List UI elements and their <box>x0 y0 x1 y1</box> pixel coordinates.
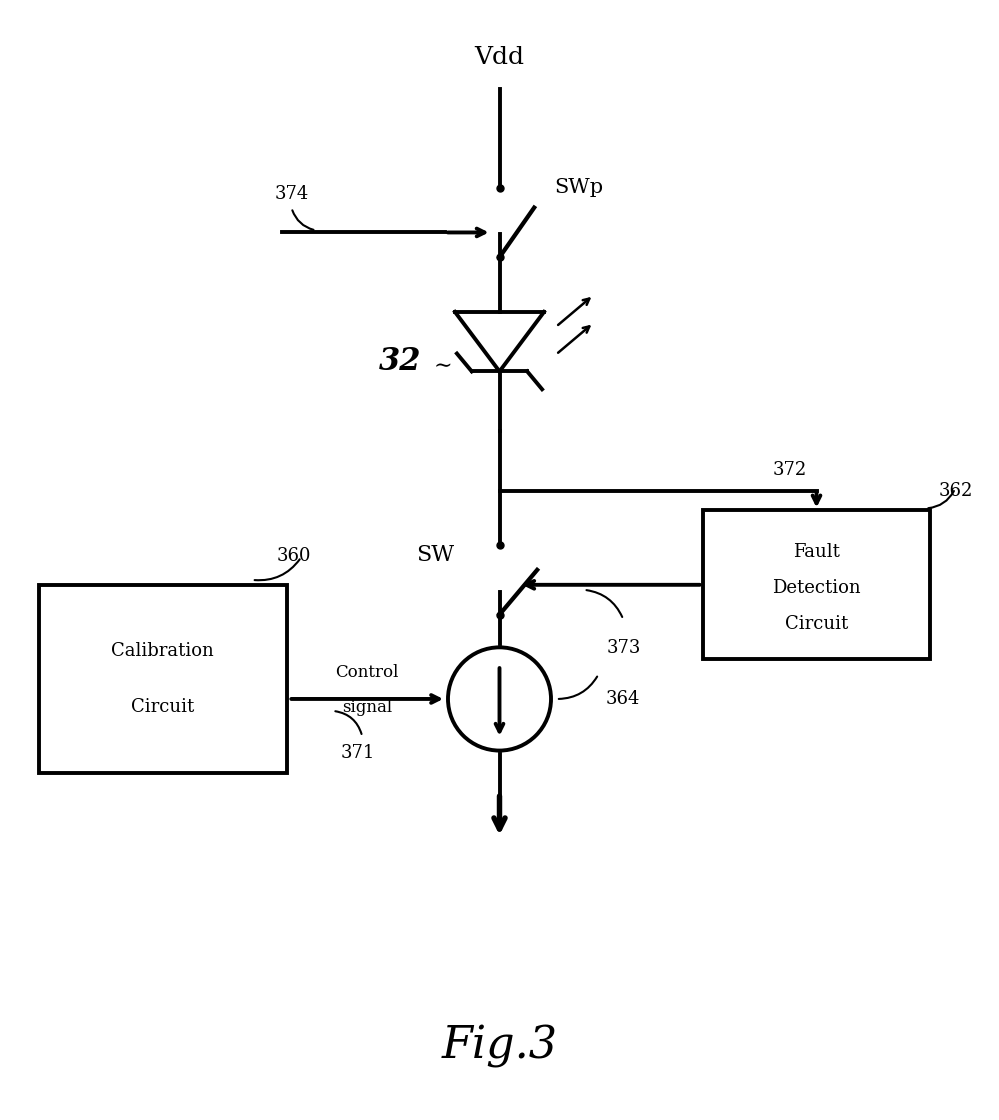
Bar <box>39 585 287 774</box>
Text: Control: Control <box>336 664 399 681</box>
Text: 32: 32 <box>380 346 422 377</box>
Text: 372: 372 <box>772 460 806 478</box>
Text: Detection: Detection <box>772 579 861 597</box>
Text: Fig.3: Fig.3 <box>442 1025 557 1068</box>
Text: 362: 362 <box>938 483 973 501</box>
Text: 360: 360 <box>277 547 311 564</box>
Text: SW: SW <box>416 544 455 566</box>
Text: Circuit: Circuit <box>785 615 848 633</box>
Circle shape <box>448 647 551 750</box>
Bar <box>702 511 930 660</box>
Text: Circuit: Circuit <box>131 699 194 717</box>
Text: Calibration: Calibration <box>111 642 214 660</box>
Text: Fault: Fault <box>793 543 840 561</box>
Text: signal: signal <box>343 699 393 716</box>
Text: 373: 373 <box>606 640 640 657</box>
Text: Vdd: Vdd <box>475 46 524 68</box>
Text: 374: 374 <box>275 185 309 203</box>
Text: SWp: SWp <box>554 178 603 197</box>
Text: ∼: ∼ <box>434 355 453 377</box>
Text: 364: 364 <box>605 690 640 708</box>
Text: 371: 371 <box>340 744 375 762</box>
